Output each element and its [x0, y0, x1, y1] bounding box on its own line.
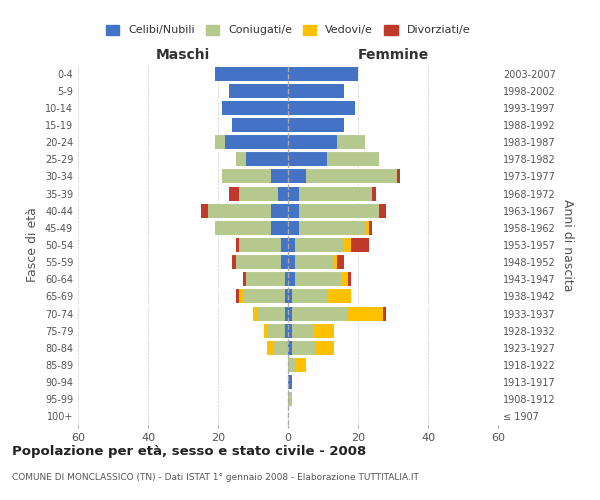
Bar — [292, 290, 326, 304]
Bar — [292, 324, 313, 338]
Bar — [365, 221, 368, 235]
Bar — [235, 255, 281, 269]
Bar — [326, 290, 351, 304]
Bar — [225, 135, 288, 149]
Bar — [292, 306, 347, 320]
Bar — [326, 152, 379, 166]
Bar — [397, 170, 400, 183]
Bar — [299, 186, 372, 200]
Bar — [288, 290, 292, 304]
Bar — [292, 341, 316, 355]
Bar — [257, 306, 284, 320]
Bar — [351, 238, 368, 252]
Bar — [288, 221, 299, 235]
Bar — [215, 66, 288, 80]
Bar — [281, 255, 288, 269]
Text: Popolazione per età, sesso e stato civile - 2008: Popolazione per età, sesso e stato civil… — [12, 445, 366, 458]
Bar — [316, 341, 334, 355]
Bar — [288, 375, 292, 389]
Bar — [383, 306, 386, 320]
Bar — [288, 204, 299, 218]
Bar — [284, 306, 288, 320]
Bar — [284, 290, 288, 304]
Bar — [305, 170, 397, 183]
Bar — [288, 392, 292, 406]
Bar — [288, 170, 305, 183]
Bar — [344, 238, 351, 252]
Bar — [288, 118, 344, 132]
Bar — [242, 290, 284, 304]
Bar — [235, 238, 239, 252]
Bar — [347, 272, 351, 286]
Bar — [288, 135, 337, 149]
Y-axis label: Anni di nascita: Anni di nascita — [561, 198, 574, 291]
Bar — [313, 324, 334, 338]
Y-axis label: Fasce di età: Fasce di età — [26, 208, 39, 282]
Bar — [229, 186, 239, 200]
Bar — [334, 255, 337, 269]
Bar — [239, 186, 277, 200]
Bar — [235, 152, 246, 166]
Bar — [239, 238, 281, 252]
Bar — [337, 135, 365, 149]
Bar — [267, 324, 284, 338]
Bar — [232, 118, 288, 132]
Text: Maschi: Maschi — [156, 48, 210, 62]
Bar — [215, 135, 225, 149]
Bar — [295, 255, 334, 269]
Bar — [295, 358, 305, 372]
Bar — [299, 204, 379, 218]
Bar — [221, 170, 271, 183]
Legend: Celibi/Nubili, Coniugati/e, Vedovi/e, Divorziati/e: Celibi/Nubili, Coniugati/e, Vedovi/e, Di… — [101, 20, 475, 40]
Bar — [271, 204, 288, 218]
Bar — [288, 66, 358, 80]
Bar — [288, 306, 292, 320]
Bar — [263, 324, 267, 338]
Bar — [288, 84, 344, 98]
Bar — [208, 204, 271, 218]
Bar — [295, 272, 341, 286]
Bar — [200, 204, 208, 218]
Bar — [221, 101, 288, 115]
Bar — [288, 358, 295, 372]
Bar — [242, 272, 246, 286]
Bar — [232, 255, 235, 269]
Text: COMUNE DI MONCLASSICO (TN) - Dati ISTAT 1° gennaio 2008 - Elaborazione TUTTITALI: COMUNE DI MONCLASSICO (TN) - Dati ISTAT … — [12, 473, 419, 482]
Bar — [288, 272, 295, 286]
Bar — [288, 324, 292, 338]
Bar — [239, 290, 242, 304]
Bar — [347, 306, 383, 320]
Bar — [368, 221, 372, 235]
Bar — [284, 272, 288, 286]
Bar — [299, 221, 365, 235]
Bar — [246, 152, 288, 166]
Bar — [288, 238, 295, 252]
Bar — [277, 186, 288, 200]
Bar — [372, 186, 376, 200]
Bar — [274, 341, 288, 355]
Bar — [295, 238, 344, 252]
Bar — [235, 290, 239, 304]
Bar — [288, 152, 326, 166]
Bar — [281, 238, 288, 252]
Bar — [284, 324, 288, 338]
Bar — [271, 170, 288, 183]
Bar — [288, 186, 299, 200]
Bar — [337, 255, 344, 269]
Bar — [271, 221, 288, 235]
Bar — [288, 255, 295, 269]
Bar — [379, 204, 386, 218]
Bar — [341, 272, 347, 286]
Text: Femmine: Femmine — [358, 48, 428, 62]
Bar — [288, 341, 292, 355]
Bar — [288, 101, 355, 115]
Bar — [229, 84, 288, 98]
Bar — [215, 221, 271, 235]
Bar — [253, 306, 257, 320]
Bar — [246, 272, 284, 286]
Bar — [267, 341, 274, 355]
